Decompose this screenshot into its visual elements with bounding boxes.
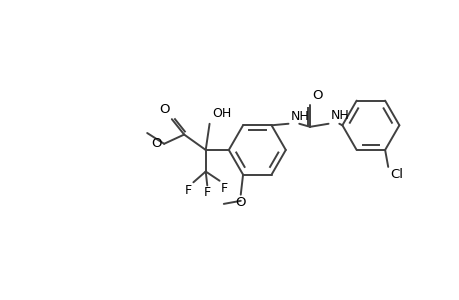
Text: F: F	[185, 184, 191, 197]
Text: OH: OH	[212, 107, 230, 120]
Text: NH: NH	[330, 109, 349, 122]
Text: O: O	[312, 89, 322, 102]
Text: F: F	[221, 182, 228, 194]
Text: O: O	[235, 196, 246, 209]
Text: F: F	[203, 186, 210, 199]
Text: O: O	[151, 136, 162, 149]
Text: NH: NH	[290, 110, 309, 123]
Text: O: O	[159, 103, 169, 116]
Text: Cl: Cl	[390, 168, 403, 182]
